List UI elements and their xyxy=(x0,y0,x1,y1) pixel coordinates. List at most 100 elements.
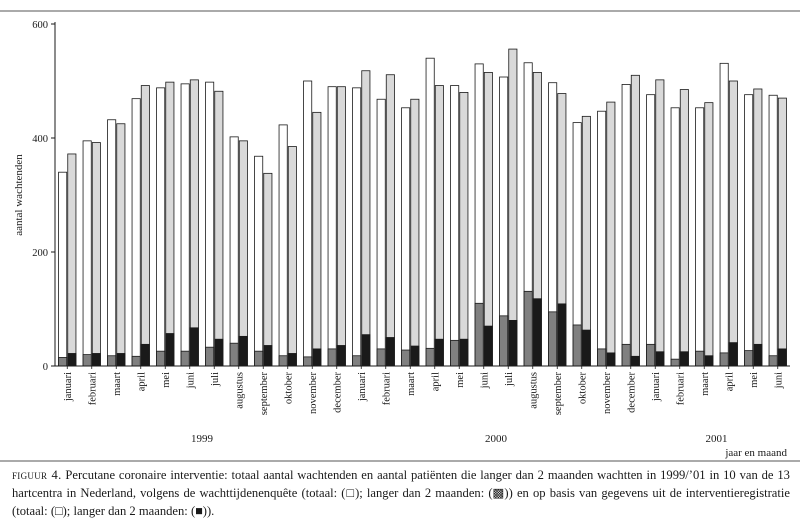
x-tick-label: maart xyxy=(700,372,711,396)
bar-register-part xyxy=(140,343,150,367)
bar-register-total xyxy=(91,142,101,367)
bar-enquete-total xyxy=(646,94,656,367)
bar-enquete-part xyxy=(474,302,484,367)
bar-register-part xyxy=(459,338,469,367)
year-label: 2000 xyxy=(485,433,508,445)
bar-enquete-part xyxy=(621,343,631,367)
y-tick-label: 600 xyxy=(32,20,48,31)
bar-enquete-part xyxy=(695,350,705,367)
bar-register-part xyxy=(777,348,787,367)
bar-register-total xyxy=(312,111,322,367)
bar-enquete-total xyxy=(303,80,313,367)
bar-enquete-part xyxy=(131,355,141,367)
bar-enquete-part xyxy=(670,358,680,367)
x-tick-label: juni xyxy=(773,372,784,389)
x-tick-label: februari xyxy=(87,372,98,405)
bar-enquete-total xyxy=(278,124,288,367)
x-tick-label: mei xyxy=(455,372,466,388)
bar-register-part xyxy=(238,335,248,367)
bar-register-part xyxy=(581,329,591,367)
x-axis-title: jaar en maand xyxy=(724,447,787,459)
bar-register-total xyxy=(287,146,297,367)
bar-register-part xyxy=(655,351,665,367)
x-tick-label: december xyxy=(626,372,637,413)
figure-caption: figuur 4. Percutane coronaire interventi… xyxy=(12,466,790,520)
x-tick-label: oktober xyxy=(283,372,294,405)
x-tick-label: januari xyxy=(651,372,662,402)
x-tick-label: oktober xyxy=(577,372,588,405)
bar-enquete-total xyxy=(401,107,411,367)
bar-register-total xyxy=(336,86,346,367)
x-tick-label: september xyxy=(553,372,564,416)
x-tick-label: maart xyxy=(406,372,417,396)
bar-register-part xyxy=(532,298,542,367)
bar-register-total xyxy=(728,80,738,367)
bar-enquete-total xyxy=(597,110,607,367)
bar-enquete-total xyxy=(425,57,435,367)
bar-enquete-part xyxy=(82,354,92,367)
bar-register-part xyxy=(189,327,199,367)
bar-register-total xyxy=(67,153,77,367)
x-tick-label: augustus xyxy=(234,372,245,409)
bar-enquete-part xyxy=(254,350,264,367)
bar-enquete-part xyxy=(107,355,117,367)
x-tick-label: april xyxy=(136,372,147,391)
bar-enquete-total xyxy=(229,136,239,367)
x-tick-label: augustus xyxy=(528,372,539,409)
bar-register-part xyxy=(557,303,567,367)
bar-enquete-total xyxy=(768,94,778,367)
bar-register-part xyxy=(704,355,714,367)
bar-enquete-part xyxy=(156,350,166,367)
bar-enquete-part xyxy=(719,352,729,367)
bar-register-part xyxy=(434,338,444,367)
bar-register-total xyxy=(214,90,224,367)
bar-register-part xyxy=(483,325,493,367)
x-tick-label: april xyxy=(430,372,441,391)
bar-register-total xyxy=(459,92,469,367)
bar-register-part xyxy=(91,353,101,367)
x-tick-label: november xyxy=(602,372,613,414)
bar-register-total xyxy=(410,98,420,367)
bar-register-part xyxy=(508,319,518,367)
bar-register-total xyxy=(630,74,640,367)
bar-register-part xyxy=(67,353,77,367)
x-tick-label: juni xyxy=(479,372,490,389)
x-tick-label: september xyxy=(259,372,270,416)
bar-register-part xyxy=(753,343,763,367)
bar-register-total xyxy=(777,97,787,367)
caption-text: Percutane coronaire interventie: totaal … xyxy=(12,468,790,518)
bar-register-part xyxy=(385,337,395,367)
bar-enquete-total xyxy=(744,94,754,367)
bar-chart: 0 200 400 600 januari februari maart april mei ju… xyxy=(0,10,800,462)
bar-register-total xyxy=(704,102,714,367)
bar-register-part xyxy=(728,342,738,367)
bar-enquete-total xyxy=(327,86,337,367)
bar-register-total xyxy=(753,88,763,367)
bar-enquete-total xyxy=(82,140,92,367)
bar-register-part xyxy=(336,345,346,367)
bar-enquete-total xyxy=(450,85,460,367)
bar-enquete-part xyxy=(352,355,362,367)
bar-enquete-part xyxy=(499,315,509,367)
bar-register-total xyxy=(263,172,273,367)
x-tick-label: februari xyxy=(675,372,686,405)
bar-register-total xyxy=(116,123,126,367)
bar-enquete-total xyxy=(254,155,264,367)
x-tick-label: juli xyxy=(210,372,221,387)
x-tick-label: april xyxy=(724,372,735,391)
bar-enquete-part xyxy=(572,324,582,367)
bar-enquete-part xyxy=(597,348,607,367)
bar-enquete-part xyxy=(180,350,190,367)
bar-register-total xyxy=(434,85,444,367)
x-tick-label: juli xyxy=(504,372,515,387)
bar-register-part xyxy=(361,334,371,367)
bar-enquete-part xyxy=(646,343,656,367)
x-tick-label: maart xyxy=(112,372,123,396)
bar-register-total xyxy=(679,89,689,367)
x-tick-label: januari xyxy=(63,372,74,402)
year-label: 1999 xyxy=(191,433,214,445)
bar-enquete-total xyxy=(205,81,215,367)
bar-enquete-part xyxy=(278,355,288,367)
bar-register-total xyxy=(508,48,518,367)
